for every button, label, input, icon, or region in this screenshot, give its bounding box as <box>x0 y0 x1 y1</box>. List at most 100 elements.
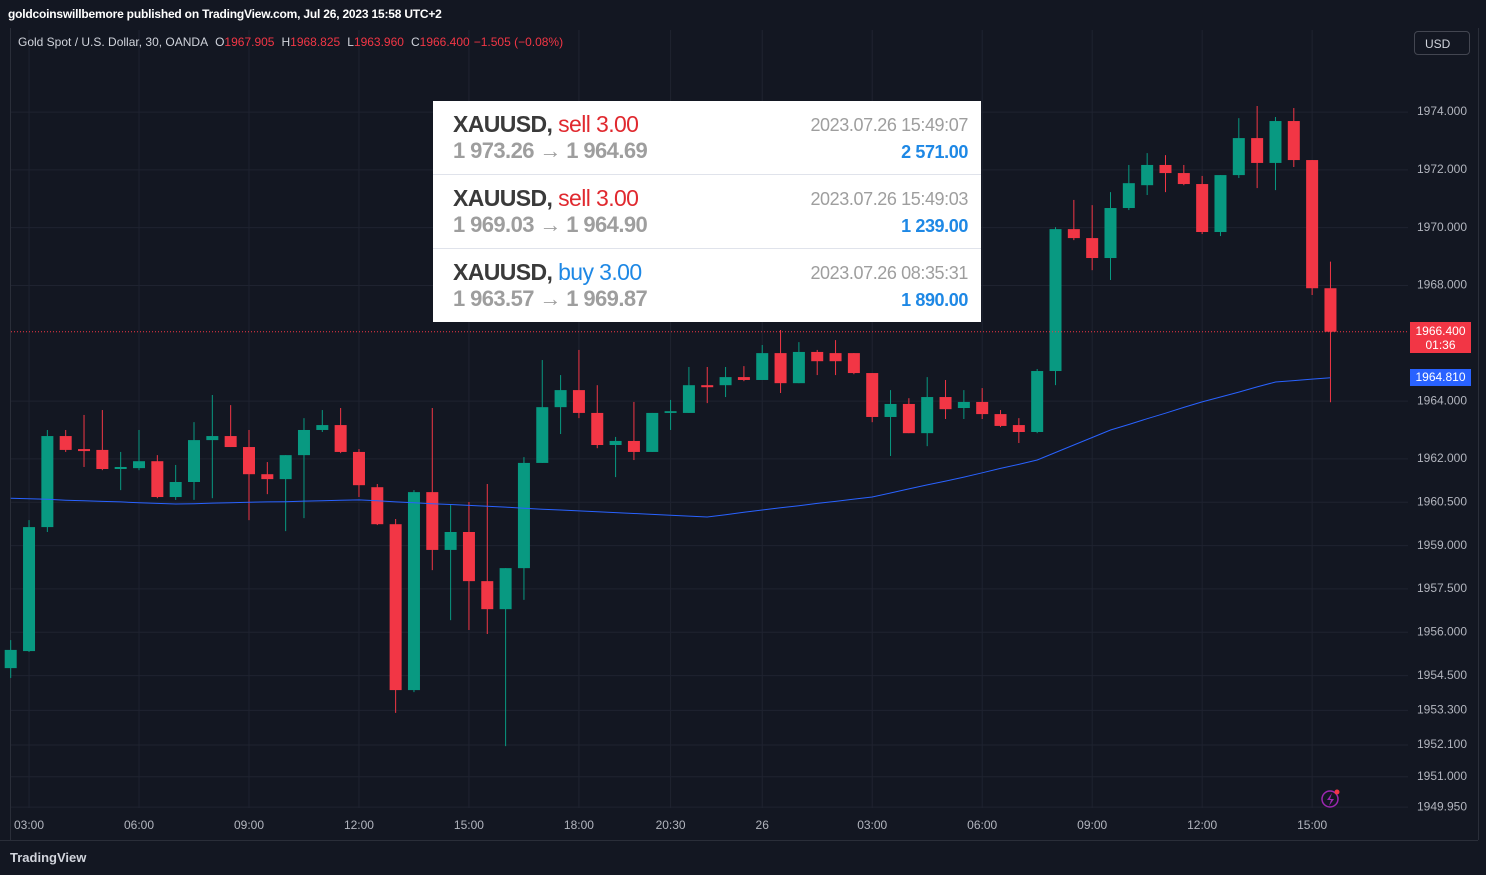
trade-route: 1 973.26 → 1 964.69 <box>453 138 648 163</box>
candle-body <box>23 527 36 652</box>
trade-time: 2023.07.26 15:49:07 <box>810 115 968 135</box>
x-tick-label: 03:00 <box>14 818 44 832</box>
y-tick-label: 1972.000 <box>1417 162 1467 176</box>
candle-body <box>1269 121 1282 163</box>
legend-key: H <box>281 35 291 49</box>
x-tick-label: 18:00 <box>564 818 594 832</box>
candle-body <box>114 466 127 469</box>
candle-body <box>1012 425 1025 433</box>
candle-body <box>389 524 402 691</box>
candle-body <box>1306 160 1319 289</box>
candle-body <box>829 353 842 362</box>
candle-body <box>41 436 54 528</box>
x-tick-label: 09:00 <box>234 818 264 832</box>
y-tick-label: 1962.000 <box>1417 451 1467 465</box>
candle-body <box>792 351 805 384</box>
trade-route: 1 969.03 → 1 964.90 <box>453 212 648 237</box>
legend-key: L <box>347 35 354 49</box>
candle-body <box>701 385 714 388</box>
x-tick-label: 06:00 <box>967 818 997 832</box>
candle-body <box>1251 138 1264 163</box>
y-tick-label: 1974.000 <box>1417 104 1467 118</box>
candle-body <box>96 449 109 469</box>
candle-body <box>59 436 72 450</box>
x-tick-label: 12:00 <box>1187 818 1217 832</box>
candle-body <box>499 568 512 610</box>
trade-profit: 1 239.00 <box>901 216 968 236</box>
x-tick-label: 06:00 <box>124 818 154 832</box>
candle-body <box>1324 288 1337 332</box>
candle-body <box>921 397 934 434</box>
x-tick-label: 12:00 <box>344 818 374 832</box>
legend-title: Gold Spot / U.S. Dollar, 30, OANDA <box>18 35 209 49</box>
y-tick-label: 1960.500 <box>1417 494 1467 508</box>
candle-body <box>316 425 329 430</box>
x-tick-label: 09:00 <box>1077 818 1107 832</box>
x-tick-label: 15:00 <box>1297 818 1327 832</box>
y-tick-label: 1964.000 <box>1417 393 1467 407</box>
alert-icon[interactable] <box>1321 790 1339 808</box>
legend-value: 1967.905 <box>224 35 275 49</box>
trade-row: XAUUSD, buy 3.00 1 963.57 → 1 969.87 202… <box>433 249 981 322</box>
candle-body <box>462 532 475 582</box>
trade-row: XAUUSD, sell 3.00 1 973.26 → 1 964.69 20… <box>433 101 981 175</box>
candle-body <box>774 353 787 384</box>
candle-body <box>444 532 457 550</box>
candle-body <box>847 353 860 374</box>
brand: TradingView <box>10 850 87 865</box>
candle-body <box>1122 183 1135 209</box>
candle-body <box>884 403 897 417</box>
candle-body <box>352 451 365 486</box>
candle-body <box>994 414 1007 426</box>
trade-side: buy 3.00 <box>558 259 642 285</box>
candle-body <box>1214 175 1227 233</box>
legend-change: −1.505 (−0.08%) <box>473 35 564 49</box>
candle-body <box>1049 229 1062 372</box>
alert-bolt <box>1327 793 1334 806</box>
candle-body <box>206 436 219 441</box>
candle-body <box>554 390 567 408</box>
trade-symbol: XAUUSD, <box>453 111 553 137</box>
trade-time: 2023.07.26 15:49:03 <box>810 189 968 209</box>
legend-key: C <box>410 35 420 49</box>
candle-body <box>682 385 695 413</box>
candle-body <box>719 377 732 386</box>
candle-body <box>1159 164 1172 174</box>
candle-body <box>591 412 604 446</box>
y-tick-label: 1949.950 <box>1417 799 1467 813</box>
currency-button[interactable]: USD <box>1414 31 1470 55</box>
candle-body <box>261 474 274 480</box>
y-tick-label: 1959.000 <box>1417 538 1467 552</box>
candle-body <box>371 487 384 525</box>
trade-row: XAUUSD, sell 3.00 1 969.03 → 1 964.90 20… <box>433 175 981 249</box>
y-tick-label: 1968.000 <box>1417 278 1467 292</box>
candle-body <box>737 377 750 380</box>
candle-body <box>151 461 164 498</box>
candle-body <box>169 482 182 498</box>
candle-body <box>242 447 255 475</box>
candle-body <box>133 461 146 469</box>
candle-body <box>939 397 952 410</box>
candle-body <box>627 440 640 452</box>
x-tick-label: 15:00 <box>454 818 484 832</box>
moving-average <box>10 377 1331 518</box>
candle-body <box>1086 238 1099 259</box>
last-price-label: 1966.400 <box>1415 324 1466 338</box>
ma-tag: 1964.810 <box>1410 369 1471 386</box>
legend-value: 1963.960 <box>353 35 404 49</box>
y-tick-label: 1970.000 <box>1417 220 1467 234</box>
candle-body <box>1287 121 1300 161</box>
legend: Gold Spot / U.S. Dollar, 30, OANDA O1967… <box>18 35 563 49</box>
candle-body <box>188 440 200 483</box>
trade-time: 2023.07.26 08:35:31 <box>810 263 968 283</box>
candle-body <box>297 429 310 456</box>
candle-body <box>646 412 659 452</box>
alert-dot <box>1334 789 1340 795</box>
trade-side: sell 3.00 <box>558 111 639 137</box>
candle-body <box>811 351 824 362</box>
candle-body <box>1177 173 1190 185</box>
y-tick-label: 1952.100 <box>1417 737 1467 751</box>
candle-body <box>866 373 879 417</box>
candle-body <box>426 492 439 550</box>
